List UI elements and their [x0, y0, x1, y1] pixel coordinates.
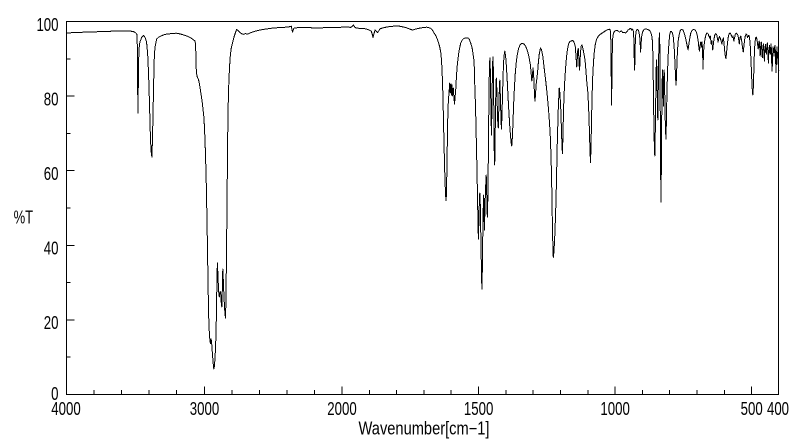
svg-text:3000: 3000 — [190, 399, 219, 419]
svg-text:%T: %T — [14, 208, 34, 228]
svg-text:80: 80 — [44, 89, 59, 109]
svg-text:40: 40 — [44, 239, 59, 259]
svg-text:1000: 1000 — [600, 399, 629, 419]
svg-text:Wavenumber[cm−1]: Wavenumber[cm−1] — [359, 419, 490, 439]
svg-text:20: 20 — [44, 313, 59, 333]
svg-text:0: 0 — [51, 384, 58, 404]
svg-text:60: 60 — [44, 164, 59, 184]
svg-text:4000: 4000 — [51, 399, 80, 419]
svg-text:400: 400 — [767, 399, 789, 419]
svg-text:500: 500 — [741, 399, 763, 419]
svg-text:100: 100 — [36, 15, 58, 35]
svg-text:2000: 2000 — [327, 399, 356, 419]
svg-text:1500: 1500 — [464, 399, 493, 419]
